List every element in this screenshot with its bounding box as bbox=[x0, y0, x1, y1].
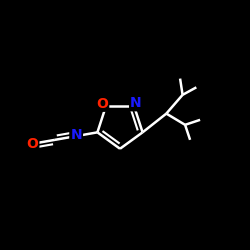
Text: N: N bbox=[70, 128, 82, 142]
Text: N: N bbox=[130, 96, 142, 110]
Text: O: O bbox=[96, 97, 108, 111]
Text: O: O bbox=[26, 136, 38, 150]
